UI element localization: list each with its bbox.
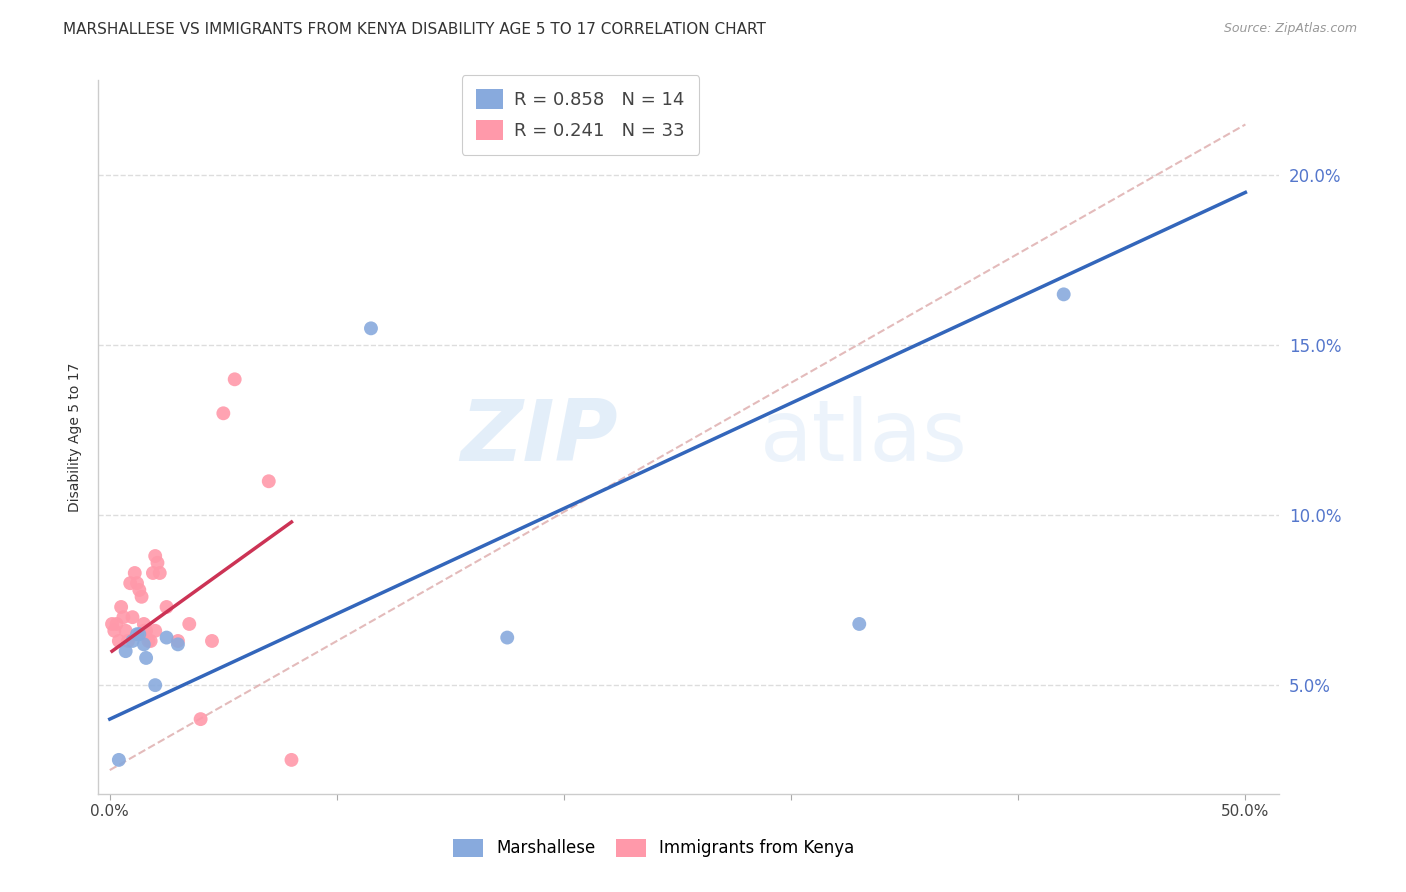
Point: [114, 644, 136, 658]
Point: [108, 753, 131, 767]
Point: [149, 566, 172, 580]
Point: [139, 634, 162, 648]
Point: [128, 627, 150, 641]
Point: [848, 617, 870, 632]
Point: [280, 753, 302, 767]
Point: [224, 372, 246, 386]
Point: [131, 590, 153, 604]
Text: atlas: atlas: [759, 395, 967, 479]
Point: [112, 610, 135, 624]
Point: [101, 617, 124, 632]
Point: [496, 631, 519, 645]
Text: Source: ZipAtlas.com: Source: ZipAtlas.com: [1223, 22, 1357, 36]
Point: [190, 712, 212, 726]
Point: [155, 599, 177, 614]
Text: ZIP: ZIP: [460, 395, 619, 479]
Point: [167, 637, 190, 651]
Point: [125, 627, 148, 641]
Point: [138, 634, 160, 648]
Point: [121, 610, 143, 624]
Point: [120, 576, 142, 591]
Point: [105, 617, 128, 632]
Point: [143, 624, 166, 638]
Point: [114, 624, 136, 638]
Text: MARSHALLESE VS IMMIGRANTS FROM KENYA DISABILITY AGE 5 TO 17 CORRELATION CHART: MARSHALLESE VS IMMIGRANTS FROM KENYA DIS…: [63, 22, 766, 37]
Point: [167, 634, 190, 648]
Point: [132, 624, 155, 638]
Point: [257, 475, 280, 489]
Y-axis label: Disability Age 5 to 17: Disability Age 5 to 17: [67, 362, 82, 512]
Point: [142, 566, 165, 580]
Point: [135, 651, 157, 665]
Point: [108, 634, 131, 648]
Point: [135, 624, 157, 638]
Point: [128, 582, 150, 597]
Point: [1053, 287, 1076, 301]
Point: [132, 637, 155, 651]
Point: [146, 556, 169, 570]
Point: [155, 631, 177, 645]
Point: [125, 576, 148, 591]
Legend: Marshallese, Immigrants from Kenya: Marshallese, Immigrants from Kenya: [446, 832, 860, 864]
Point: [121, 634, 143, 648]
Point: [124, 566, 146, 580]
Point: [201, 634, 224, 648]
Point: [179, 617, 201, 632]
Point: [143, 549, 166, 563]
Point: [360, 321, 382, 335]
Point: [110, 599, 132, 614]
Point: [132, 617, 155, 632]
Point: [143, 678, 166, 692]
Point: [212, 406, 235, 420]
Point: [117, 634, 139, 648]
Point: [103, 624, 125, 638]
